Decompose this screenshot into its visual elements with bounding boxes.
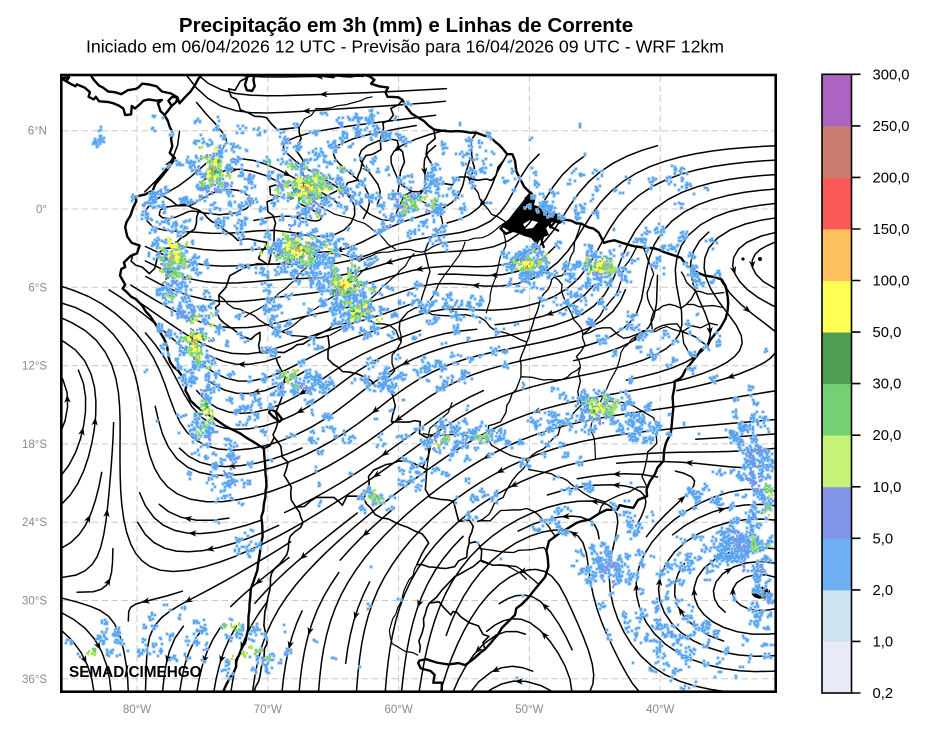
svg-text:150,0: 150,0 <box>873 222 910 238</box>
svg-text:18°S: 18°S <box>22 439 47 451</box>
svg-text:300,0: 300,0 <box>873 67 910 83</box>
svg-text:50°W: 50°W <box>515 704 543 716</box>
svg-text:6°N: 6°N <box>28 126 47 138</box>
svg-text:60°W: 60°W <box>384 704 412 716</box>
svg-text:24°S: 24°S <box>22 517 47 529</box>
svg-text:SEMAD/CIMEHGO: SEMAD/CIMEHGO <box>69 664 202 681</box>
svg-text:Iniciado em 06/04/2026 12 UTC: Iniciado em 06/04/2026 12 UTC - Previsão… <box>86 37 724 57</box>
svg-text:200,0: 200,0 <box>873 170 910 186</box>
svg-text:40°W: 40°W <box>646 704 674 716</box>
svg-text:12°S: 12°S <box>22 361 47 373</box>
svg-text:100,0: 100,0 <box>873 274 910 290</box>
svg-text:2,0: 2,0 <box>873 583 894 599</box>
svg-text:50,0: 50,0 <box>873 325 902 341</box>
svg-text:5,0: 5,0 <box>873 531 894 547</box>
svg-text:30°S: 30°S <box>22 596 47 608</box>
svg-text:1,0: 1,0 <box>873 634 894 650</box>
svg-text:30,0: 30,0 <box>873 377 902 393</box>
svg-text:0°: 0° <box>36 204 47 216</box>
svg-text:80°W: 80°W <box>123 704 151 716</box>
svg-text:70°W: 70°W <box>254 704 282 716</box>
svg-text:36°S: 36°S <box>22 674 47 686</box>
svg-text:20,0: 20,0 <box>873 428 902 444</box>
svg-text:Precipitação em 3h (mm) e Linh: Precipitação em 3h (mm) e Linhas de Corr… <box>179 14 633 37</box>
svg-text:0,2: 0,2 <box>873 686 894 702</box>
svg-text:250,0: 250,0 <box>873 119 910 135</box>
svg-text:10,0: 10,0 <box>873 480 902 496</box>
svg-text:6°S: 6°S <box>28 282 47 294</box>
